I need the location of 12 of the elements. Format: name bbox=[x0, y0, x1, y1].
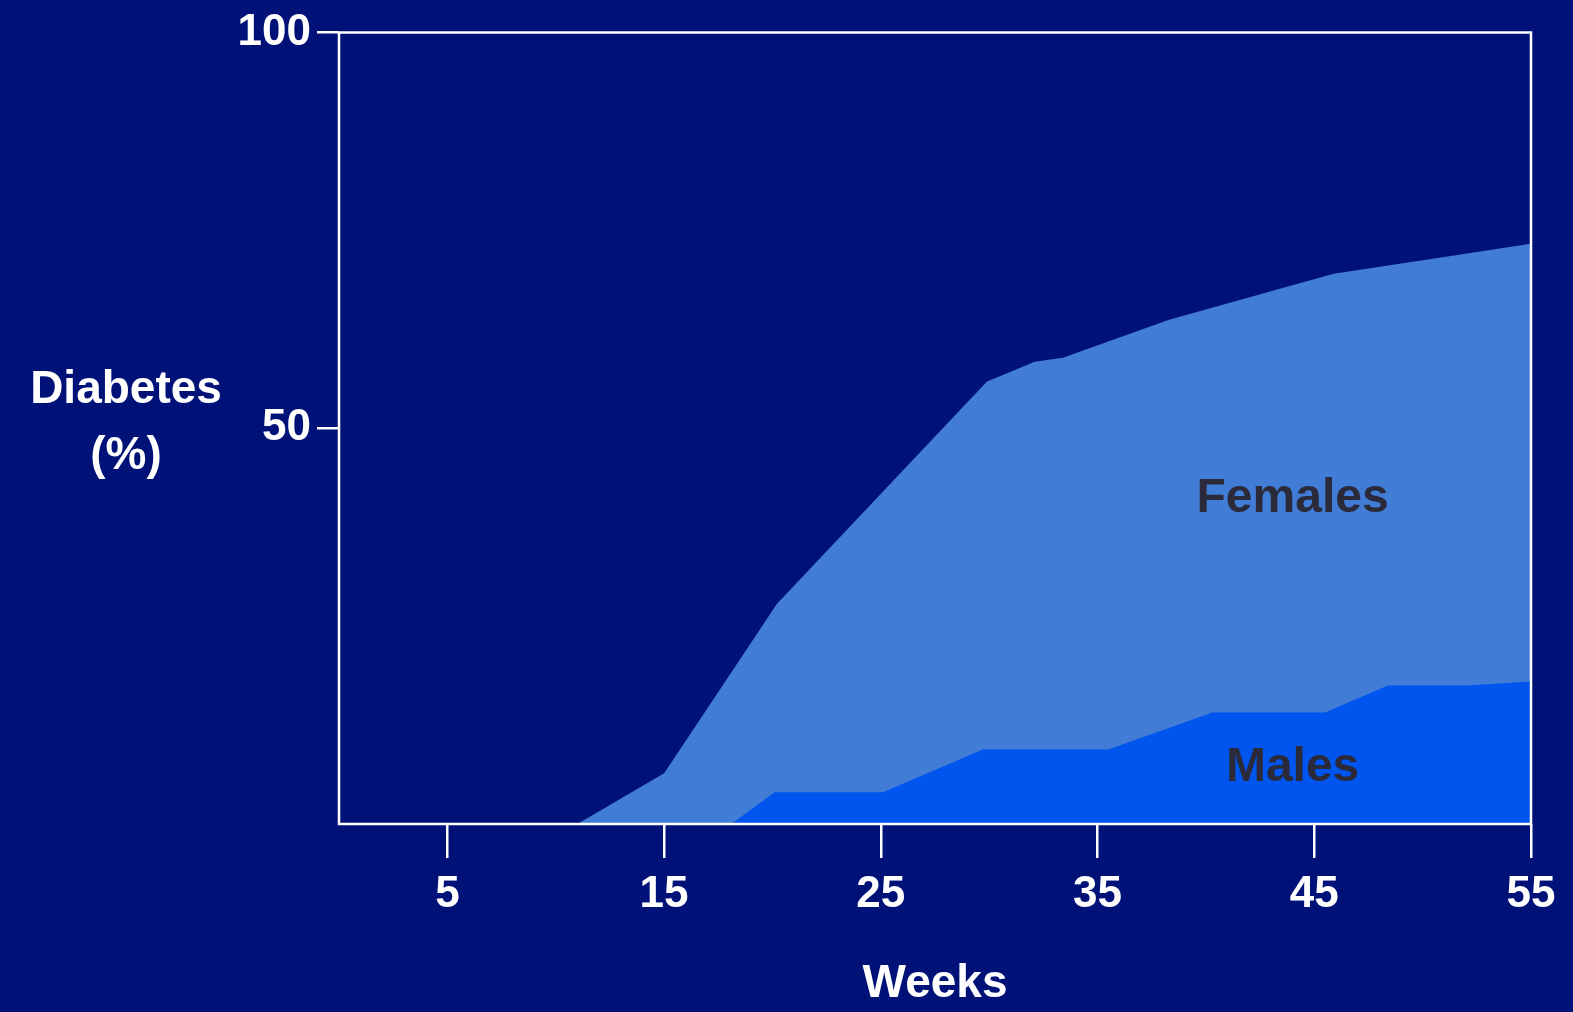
x-tick-label: 15 bbox=[639, 866, 689, 916]
y-tick-label: 100 bbox=[237, 4, 311, 54]
x-axis-title: Weeks bbox=[862, 955, 1008, 1008]
x-tick-label: 55 bbox=[1506, 866, 1556, 916]
x-tick-label: 5 bbox=[435, 866, 460, 916]
y-axis-title: Diabetes (%) bbox=[30, 360, 222, 479]
series-label: Females bbox=[1196, 469, 1389, 523]
series-label: Males bbox=[1225, 738, 1360, 792]
x-tick-label: 35 bbox=[1073, 866, 1123, 916]
x-tick-label: 25 bbox=[856, 866, 906, 916]
x-tick-label: 45 bbox=[1289, 866, 1339, 916]
y-tick-label: 50 bbox=[262, 400, 311, 450]
